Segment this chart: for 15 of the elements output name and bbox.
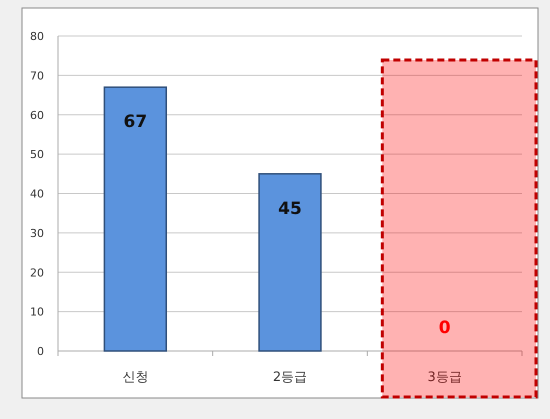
y-tick-label: 0 bbox=[37, 345, 44, 358]
data-label: 67 bbox=[123, 112, 148, 132]
y-tick-label: 30 bbox=[30, 226, 44, 240]
x-tick-label: 신청 bbox=[122, 370, 148, 385]
y-tick-label: 40 bbox=[30, 188, 44, 200]
data-label: 0 bbox=[438, 318, 451, 338]
y-tick-label: 20 bbox=[30, 266, 44, 280]
x-tick-label: 3등급 bbox=[428, 370, 462, 385]
y-tick-label: 50 bbox=[30, 148, 44, 162]
y-tick-label: 10 bbox=[30, 306, 44, 319]
x-tick-label: 2등급 bbox=[272, 370, 308, 385]
y-tick-label: 60 bbox=[30, 108, 44, 122]
data-label: 45 bbox=[278, 198, 302, 219]
y-tick-label: 80 bbox=[30, 30, 44, 43]
y-tick-label: 70 bbox=[30, 69, 44, 82]
